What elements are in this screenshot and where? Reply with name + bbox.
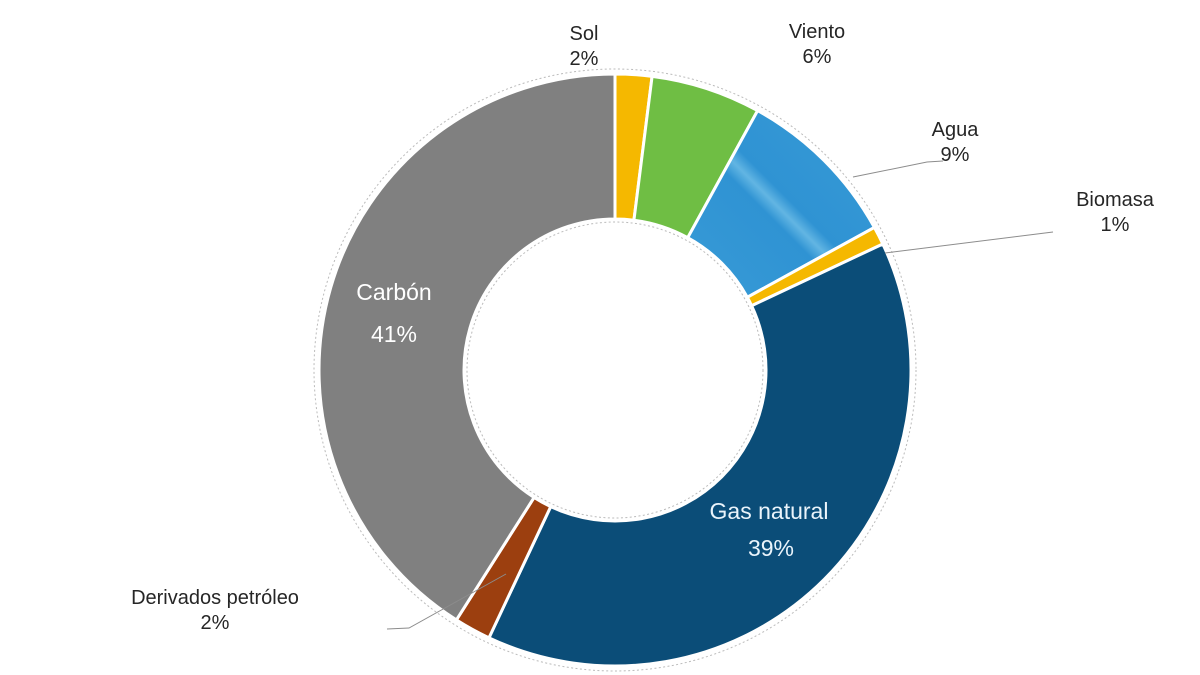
svg-text:Carbón: Carbón xyxy=(356,279,431,305)
svg-text:39%: 39% xyxy=(748,535,794,561)
svg-text:41%: 41% xyxy=(371,321,417,347)
svg-text:Gas natural: Gas natural xyxy=(710,498,829,524)
